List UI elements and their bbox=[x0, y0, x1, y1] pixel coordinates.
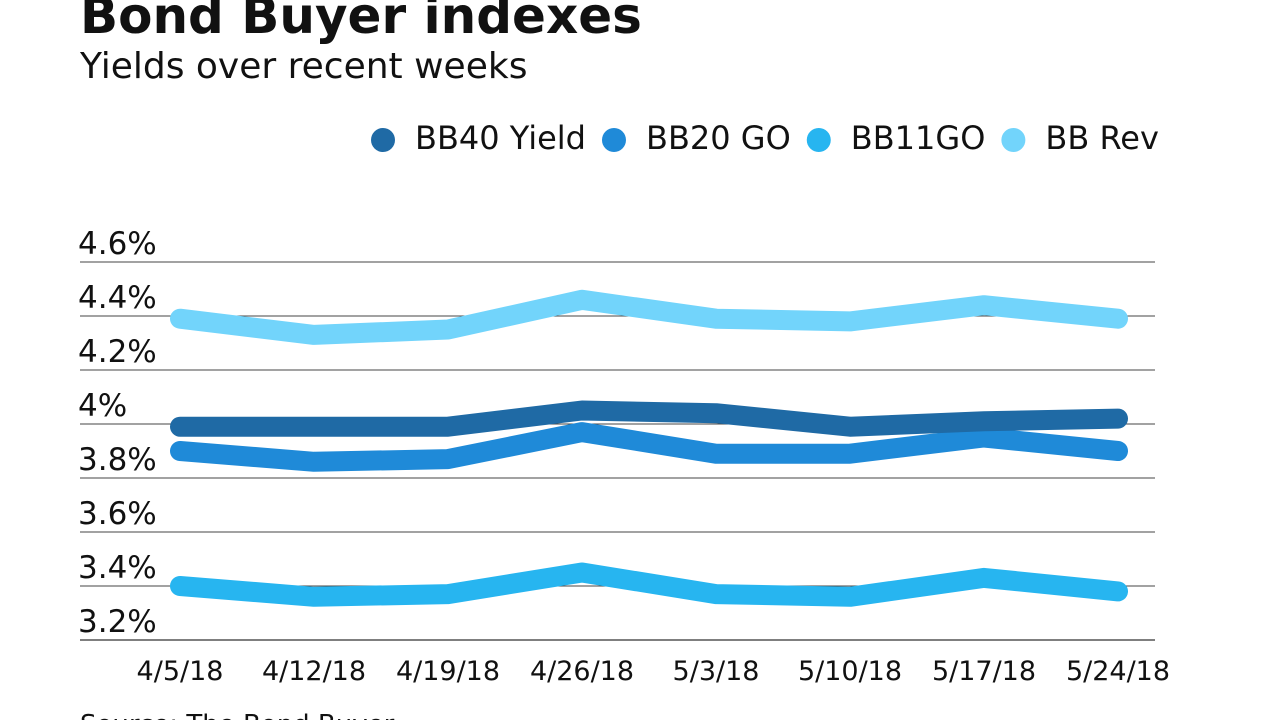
series-line bbox=[170, 289, 1128, 345]
x-tick-label: 4/19/18 bbox=[396, 656, 500, 687]
y-tick-label: 4.4% bbox=[78, 280, 157, 316]
legend-label: BB20 GO bbox=[646, 119, 791, 157]
series-line bbox=[170, 400, 1128, 437]
legend-label: BB40 Yield bbox=[415, 119, 586, 157]
y-tick-label: 3.2% bbox=[78, 604, 157, 640]
legend-marker bbox=[601, 128, 626, 152]
x-tick-label: 5/10/18 bbox=[798, 656, 902, 687]
source: Source: The Bond Buyer bbox=[80, 710, 395, 720]
chart-title: Bond Buyer indexes bbox=[80, 0, 642, 45]
x-tick-label: 4/26/18 bbox=[530, 656, 634, 687]
y-tick-label: 3.6% bbox=[78, 496, 157, 532]
y-tick-label: 4% bbox=[78, 388, 127, 424]
x-tick-label: 5/24/18 bbox=[1066, 656, 1170, 687]
y-tick-label: 4.6% bbox=[78, 226, 157, 262]
x-tick-label: 4/5/18 bbox=[137, 656, 224, 687]
legend-marker bbox=[371, 128, 395, 152]
series-line bbox=[170, 562, 1128, 607]
legend-label: BB Rev bbox=[1045, 119, 1159, 157]
y-tick-label: 3.8% bbox=[78, 442, 157, 478]
x-tick-label: 4/12/18 bbox=[262, 656, 366, 687]
y-tick-label: 3.4% bbox=[78, 550, 157, 586]
x-tick-label: 5/3/18 bbox=[673, 656, 760, 687]
legend-marker bbox=[1001, 128, 1026, 152]
y-tick-label: 4.2% bbox=[78, 334, 157, 370]
chart-subtitle: Yields over recent weeks bbox=[79, 46, 527, 87]
x-tick-label: 5/17/18 bbox=[932, 656, 1036, 687]
series-line bbox=[170, 422, 1128, 472]
legend-label: BB11GO bbox=[851, 119, 986, 157]
legend-marker bbox=[806, 128, 831, 152]
